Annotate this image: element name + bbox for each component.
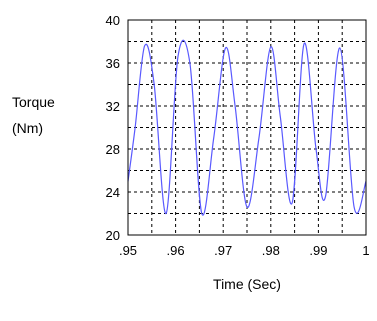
x-tick-label: .96: [167, 243, 185, 258]
y-tick-label: 36: [106, 56, 120, 71]
x-tick-label: 1: [362, 243, 369, 258]
y-tick-label: 40: [106, 13, 120, 28]
y-tick-label: 24: [106, 185, 120, 200]
y-tick-label: 32: [106, 99, 120, 114]
x-axis-label: Time (Sec): [213, 276, 281, 292]
x-tick-label: .99: [309, 243, 327, 258]
x-tick-label: .97: [214, 243, 232, 258]
y-tick-label: 20: [106, 228, 120, 243]
x-tick-label: .95: [119, 243, 137, 258]
y-tick-label: 28: [106, 142, 120, 157]
plot-frame: [127, 19, 367, 236]
series-line-0: [127, 39, 367, 216]
series-layer: [127, 39, 367, 216]
y-axis-label-line-1: Torque: [12, 94, 55, 110]
x-tick-labels: .95 .96 .97 .98 .99 1: [119, 243, 370, 258]
x-tick-label: .98: [262, 243, 280, 258]
y-axis-label-line-2: (Nm): [12, 120, 43, 136]
y-tick-labels: 20 24 28 32 36 40: [106, 13, 120, 243]
